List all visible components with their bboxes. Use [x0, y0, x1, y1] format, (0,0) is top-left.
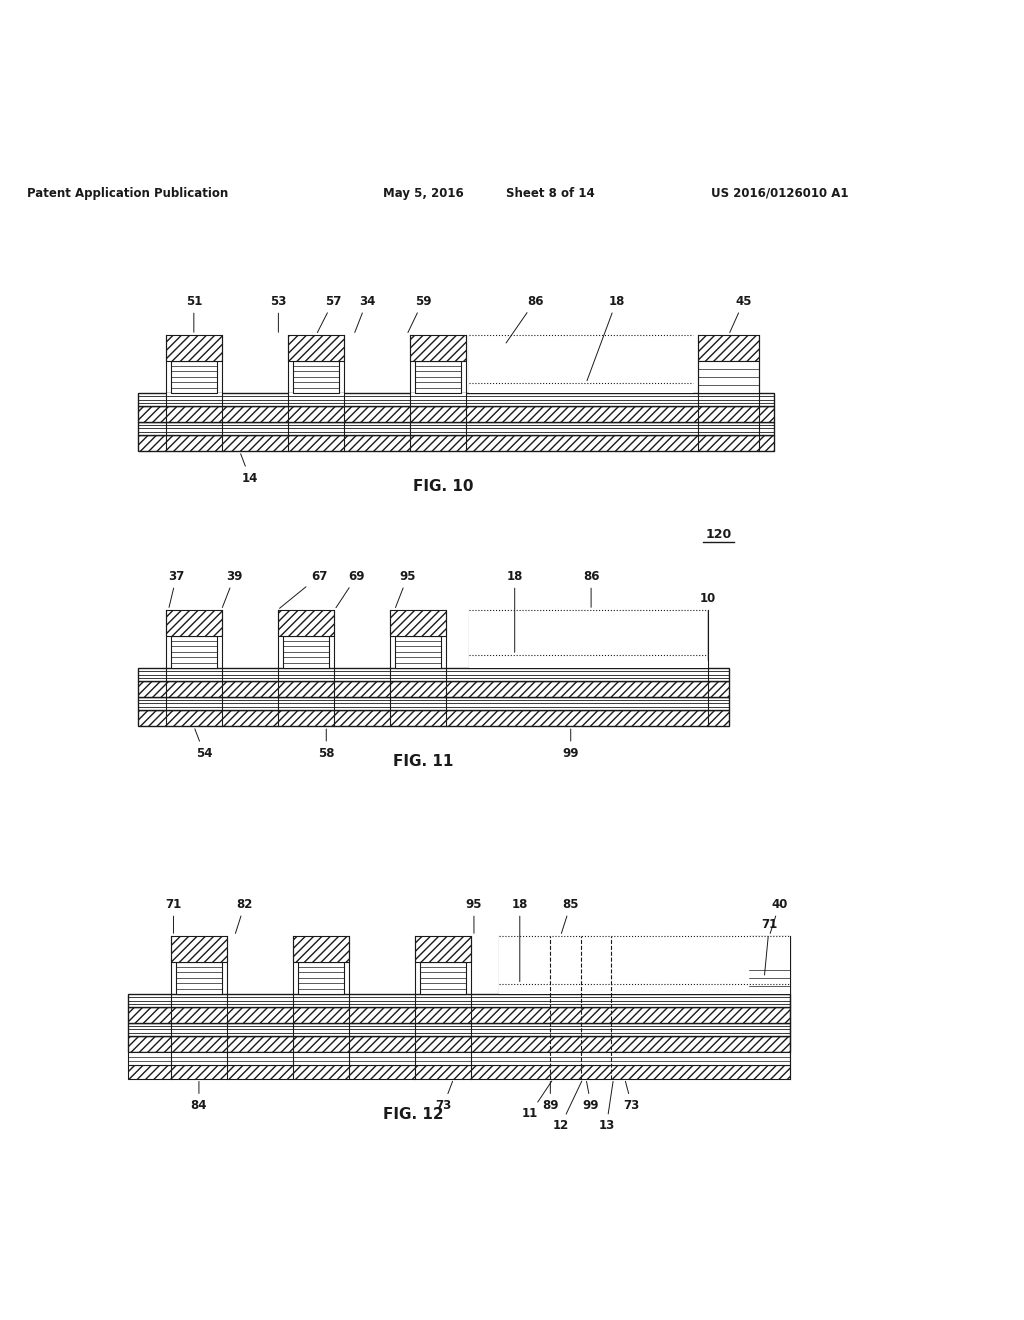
Bar [283, 635, 329, 668]
Bar [698, 335, 759, 360]
Text: 59: 59 [408, 294, 431, 333]
Bar [293, 936, 349, 961]
Bar [416, 360, 461, 393]
Bar [166, 393, 222, 395]
Text: 95: 95 [395, 570, 416, 607]
Bar [411, 335, 466, 360]
Bar [138, 393, 774, 407]
Bar [469, 335, 693, 393]
Bar [138, 421, 774, 434]
Text: 86: 86 [583, 570, 599, 607]
Text: 99: 99 [562, 729, 579, 759]
Bar [138, 434, 774, 451]
Bar [500, 936, 790, 994]
Bar [128, 1052, 790, 1065]
Text: 14: 14 [241, 454, 258, 484]
Text: 95: 95 [466, 898, 482, 933]
Bar [749, 961, 790, 994]
Text: 85: 85 [561, 898, 579, 933]
Bar [293, 360, 339, 393]
Text: 69: 69 [336, 570, 366, 607]
Bar [411, 393, 466, 395]
Text: 67: 67 [280, 570, 328, 609]
Text: 12: 12 [552, 1081, 582, 1133]
Bar [128, 1036, 790, 1052]
Bar [171, 936, 227, 961]
Text: US 2016/0126010 A1: US 2016/0126010 A1 [711, 187, 848, 199]
Text: 39: 39 [222, 570, 243, 607]
Text: FIG. 11: FIG. 11 [393, 754, 454, 770]
Text: 58: 58 [318, 729, 335, 759]
Text: 45: 45 [730, 294, 753, 333]
Bar [421, 961, 466, 994]
Text: 34: 34 [354, 294, 375, 333]
Text: 99: 99 [583, 1081, 599, 1111]
Text: 18: 18 [587, 294, 625, 380]
Text: 51: 51 [185, 294, 202, 333]
Bar [138, 697, 729, 710]
Bar [138, 407, 774, 421]
Text: 71: 71 [761, 917, 777, 975]
Bar [171, 360, 217, 393]
Bar [469, 610, 709, 668]
Text: Patent Application Publication: Patent Application Publication [27, 187, 228, 199]
Text: 18: 18 [507, 570, 523, 652]
Text: 57: 57 [317, 294, 342, 333]
Bar [138, 710, 729, 726]
Text: 18: 18 [512, 898, 528, 982]
Bar [166, 335, 222, 360]
Text: 82: 82 [236, 898, 253, 933]
Bar [390, 610, 445, 635]
Bar [171, 635, 217, 668]
Text: 37: 37 [168, 570, 184, 607]
Bar [278, 610, 334, 635]
Bar [288, 335, 344, 360]
Text: 84: 84 [190, 1081, 207, 1111]
Text: FIG. 12: FIG. 12 [383, 1106, 443, 1122]
Bar [288, 393, 344, 395]
Text: 73: 73 [624, 1081, 640, 1111]
Text: 86: 86 [506, 294, 544, 343]
Bar [128, 1023, 790, 1036]
Bar [749, 936, 790, 961]
Text: 53: 53 [270, 294, 287, 333]
Bar [166, 610, 222, 635]
Bar [128, 994, 790, 1007]
Bar [138, 681, 729, 697]
Bar [176, 961, 222, 994]
Bar [698, 360, 759, 393]
Bar [395, 635, 441, 668]
Text: Sheet 8 of 14: Sheet 8 of 14 [506, 187, 595, 199]
Text: 13: 13 [598, 1081, 614, 1133]
Text: FIG. 10: FIG. 10 [413, 479, 474, 494]
Text: 54: 54 [195, 729, 212, 759]
Text: May 5, 2016: May 5, 2016 [383, 187, 464, 199]
Text: 120: 120 [706, 528, 731, 541]
Text: 40: 40 [770, 898, 787, 933]
Text: 11: 11 [522, 1081, 552, 1121]
Bar [128, 1007, 790, 1023]
Bar [138, 668, 729, 681]
Text: 71: 71 [165, 898, 181, 933]
Bar [416, 936, 471, 961]
Text: 73: 73 [435, 1081, 453, 1111]
Text: 89: 89 [542, 1081, 559, 1111]
Text: 10: 10 [700, 591, 717, 660]
Bar [298, 961, 344, 994]
Bar [128, 1065, 790, 1078]
